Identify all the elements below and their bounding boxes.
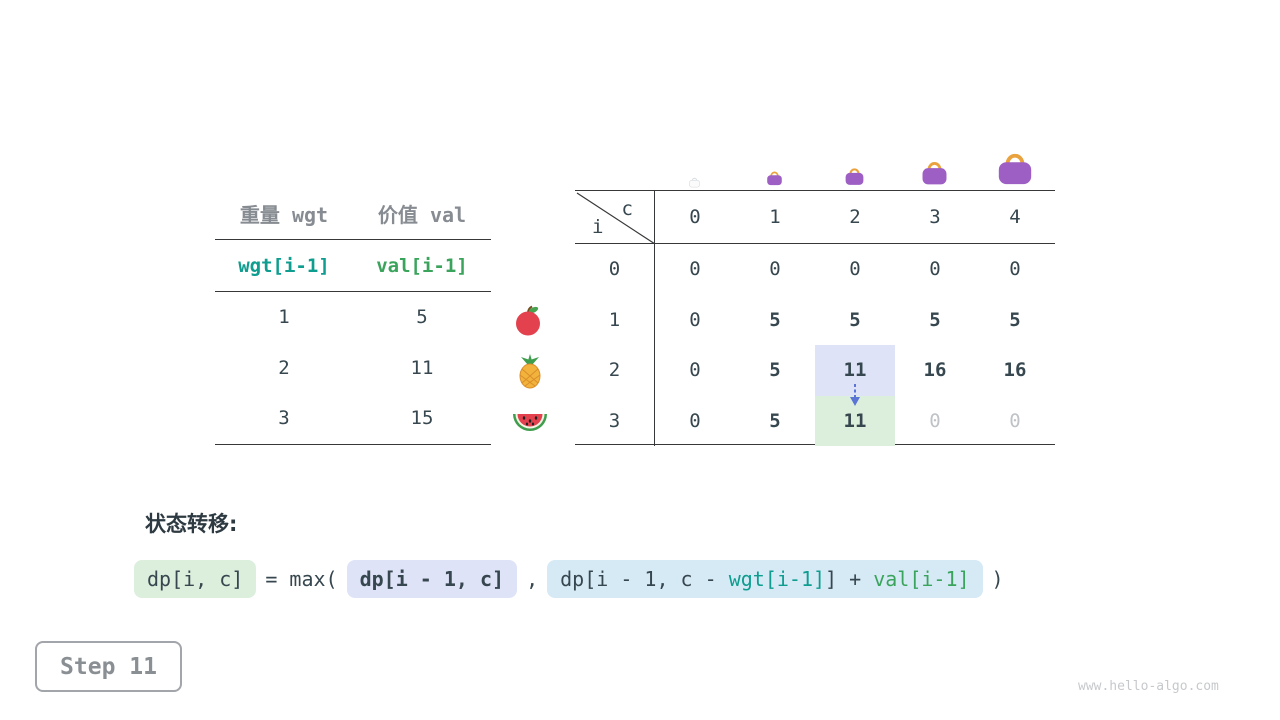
- item-1-value: 5: [416, 306, 428, 329]
- item-1-weight: 1: [278, 306, 290, 329]
- dp-cell-r1-c2: 5: [849, 308, 861, 331]
- bag-icon-empty: [688, 173, 701, 192]
- items-table-subheader: wgt[i-1] val[i-1]: [215, 240, 491, 292]
- transition-label: 状态转移:: [145, 512, 238, 536]
- items-subheader-wgt: wgt[i-1]: [238, 254, 330, 277]
- bag-icon-medium: [843, 164, 866, 190]
- apple-icon: [513, 304, 543, 340]
- items-row-1: 1 5: [215, 292, 491, 343]
- formula-arg2-wgt: wgt[i-1]: [728, 567, 826, 591]
- dp-col-header-4: 4: [975, 191, 1055, 244]
- dp-axis-i: i: [592, 216, 604, 238]
- items-subheader-val: val[i-1]: [376, 254, 468, 277]
- formula-arg2-mid: ] +: [825, 567, 874, 591]
- formula-comma: ,: [526, 567, 539, 591]
- dp-cell-r0-c1: 0: [769, 258, 781, 281]
- dp-cell-r3-c0: 0: [689, 409, 701, 432]
- dp-cell-r0-c3: 0: [929, 258, 941, 281]
- bag-icon-small: [765, 168, 784, 190]
- dp-col-header-0: 0: [655, 191, 735, 244]
- diagonal-divider: [576, 192, 655, 244]
- dp-corner-cell: c i: [575, 191, 655, 244]
- watermelon-icon: [512, 411, 548, 437]
- dp-cell-r2-c0: 0: [689, 359, 701, 382]
- dp-cell-r1-c1: 5: [769, 308, 781, 331]
- arrow-down-icon: [850, 384, 860, 406]
- items-table-header: 重量 wgt 价值 val: [215, 188, 491, 240]
- formula-arg1: dp[i - 1, c]: [346, 560, 518, 598]
- dp-col-header-3: 3: [895, 191, 975, 244]
- pineapple-icon: [517, 353, 543, 393]
- dp-cell-r1-c0: 0: [689, 308, 701, 331]
- dp-table: c i 0 1 2 3 4 0 0 0 0 0 0 1 0 5 5 5 5 2 …: [575, 190, 1055, 446]
- dp-row-header-3: 3: [575, 395, 655, 446]
- bag-icon-large: [919, 156, 950, 190]
- dp-cell-r3-c3: 0: [929, 409, 941, 432]
- dp-cell-r2-c2-source-highlight: 11: [815, 345, 895, 396]
- dp-cell-r0-c0: 0: [689, 258, 701, 281]
- transition-formula: dp[i, c] = max( dp[i - 1, c] , dp[i - 1,…: [134, 560, 1004, 598]
- items-table: 重量 wgt 价值 val wgt[i-1] val[i-1] 1 5 2 11…: [215, 188, 491, 445]
- items-row-3: 3 15: [215, 393, 491, 444]
- formula-arg2-pre: dp[i - 1, c -: [560, 567, 729, 591]
- formula-eq-max: = max(: [265, 567, 338, 591]
- items-row-2: 2 11: [215, 343, 491, 394]
- dp-cell-r2-c1: 5: [769, 359, 781, 382]
- items-header-value: 价值 val: [377, 203, 467, 227]
- dp-cell-r2-c3: 16: [923, 359, 947, 382]
- formula-arg2: dp[i - 1, c - wgt[i-1]] + val[i-1]: [547, 560, 983, 598]
- dp-cell-r0-c2: 0: [849, 258, 861, 281]
- items-header-weight: 重量 wgt: [239, 203, 329, 227]
- dp-cell-r0-c4: 0: [1009, 258, 1021, 281]
- watermark: www.hello-algo.com: [1078, 679, 1219, 694]
- dp-axis-c: c: [621, 198, 633, 220]
- dp-cell-r3-c4: 0: [1009, 409, 1021, 432]
- item-3-value: 15: [410, 407, 434, 430]
- dp-row-header-0: 0: [575, 244, 655, 295]
- item-2-weight: 2: [278, 356, 290, 379]
- bag-icon-xlarge: [994, 146, 1036, 190]
- item-2-value: 11: [410, 356, 434, 379]
- step-indicator: Step 11: [35, 641, 182, 692]
- dp-col-header-2: 2: [815, 191, 895, 244]
- dp-row-header-2: 2: [575, 345, 655, 396]
- dp-cell-r3-c1: 5: [769, 409, 781, 432]
- formula-close-paren: ): [991, 567, 1004, 591]
- dp-row-header-1: 1: [575, 294, 655, 345]
- dp-cell-r2-c4: 16: [1003, 359, 1027, 382]
- formula-arg2-val: val[i-1]: [873, 567, 970, 591]
- dp-cell-r1-c4: 5: [1009, 308, 1021, 331]
- dp-col-header-1: 1: [735, 191, 815, 244]
- item-3-weight: 3: [278, 407, 290, 430]
- dp-cell-r1-c3: 5: [929, 308, 941, 331]
- formula-lhs: dp[i, c]: [134, 560, 257, 598]
